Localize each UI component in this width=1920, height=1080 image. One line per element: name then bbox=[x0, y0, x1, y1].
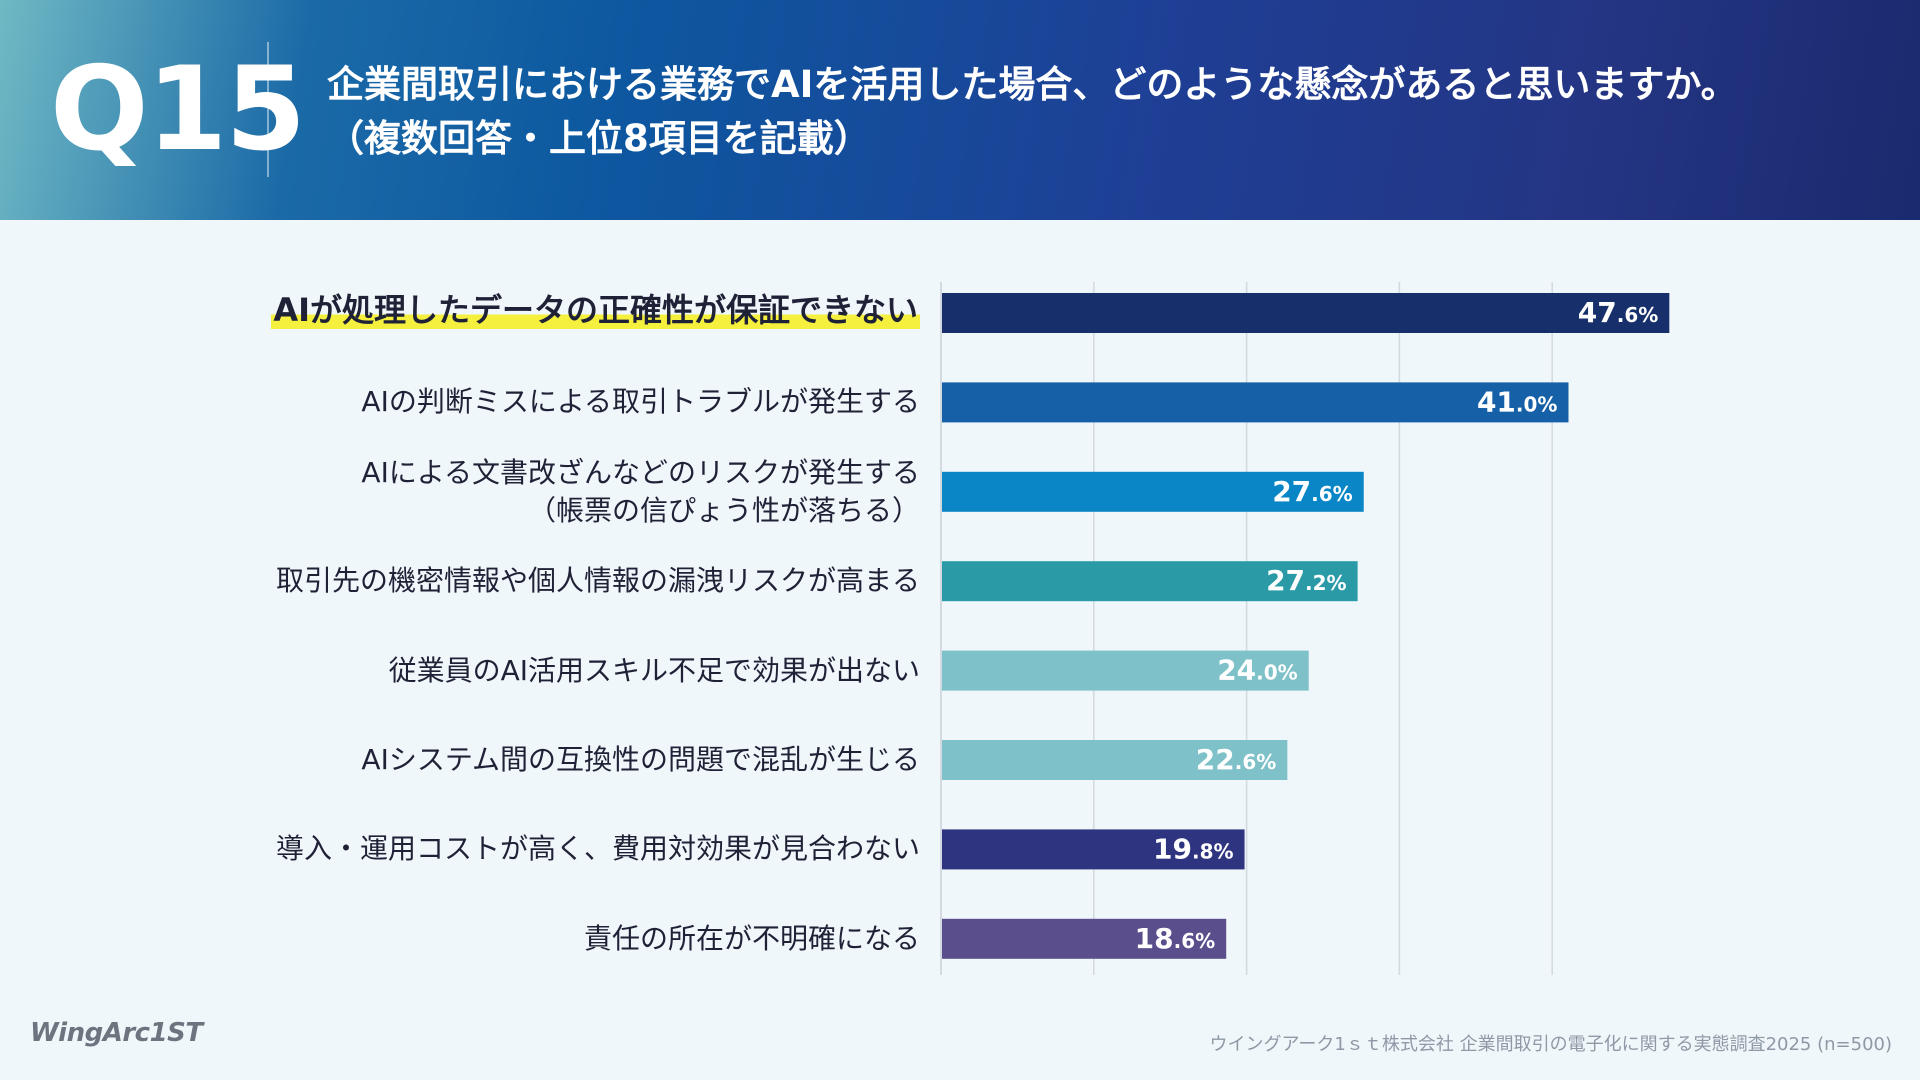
category-label-line: AIの判断ミスによる取引トラブルが発生する bbox=[361, 385, 920, 419]
bar-value-label: 27.2% bbox=[1266, 564, 1347, 597]
category-label: 取引先の機密情報や個人情報の漏洩リスクが高まる bbox=[276, 562, 920, 600]
bar-value-label: 27.6% bbox=[1272, 475, 1353, 508]
question-title: 企業間取引における業務でAIを活用した場合、どのような懸念があると思いますか。 … bbox=[327, 58, 1887, 166]
bar-value-label: 41.0% bbox=[1477, 385, 1558, 418]
bar-value-label: 22.6% bbox=[1196, 743, 1277, 776]
category-label: 従業員のAI活用スキル不足で効果が出ない bbox=[389, 652, 920, 690]
category-label: AIの判断ミスによる取引トラブルが発生する bbox=[361, 383, 920, 421]
category-label-line: 責任の所在が不明確になる bbox=[583, 921, 920, 955]
bar-8 bbox=[942, 918, 1227, 959]
category-label-line: 取引先の機密情報や個人情報の漏洩リスクが高まる bbox=[275, 564, 920, 598]
bar-5 bbox=[942, 650, 1309, 691]
category-label: 導入・運用コストが高く、費用対効果が見合わない bbox=[276, 830, 920, 868]
category-label-line: AIが処理したデータの正確性が保証できない bbox=[271, 291, 920, 329]
category-label-line: AIシステム間の互換性の問題で混乱が生じる bbox=[361, 743, 920, 776]
bar-6 bbox=[942, 740, 1288, 780]
question-number: Q15 bbox=[50, 42, 306, 177]
bar-4 bbox=[942, 561, 1358, 602]
header-banner: Q15 企業間取引における業務でAIを活用した場合、どのような懸念があると思いま… bbox=[0, 0, 1920, 220]
category-label: AIシステム間の互換性の問題で混乱が生じる bbox=[361, 741, 920, 779]
bar-value-label: 18.6% bbox=[1135, 922, 1216, 955]
bar-value-label: 47.6% bbox=[1578, 296, 1659, 329]
bar-value-label: 19.8% bbox=[1153, 832, 1234, 865]
wingarc-logo: WingArc1ST bbox=[30, 1018, 203, 1048]
header-divider bbox=[267, 42, 269, 177]
category-label-line: AIによる文書改ざんなどのリスクが発生する bbox=[361, 455, 920, 489]
category-label: 責任の所在が不明確になる bbox=[584, 920, 920, 958]
title-line-2: （複数回答・上位8項目を記載） bbox=[327, 117, 871, 160]
category-label: AIによる文書改ざんなどのリスクが発生する （帳票の信ぴょう性が落ちる） bbox=[361, 454, 920, 530]
bar-2 bbox=[942, 382, 1569, 423]
bar-3 bbox=[942, 471, 1364, 512]
bar-7 bbox=[942, 829, 1245, 870]
category-label-line: 従業員のAI活用スキル不足で効果が出ない bbox=[388, 653, 920, 687]
category-label-line: 導入・運用コストが高く、費用対効果が見合わない bbox=[275, 832, 920, 866]
category-label: AIが処理したデータの正確性が保証できない bbox=[271, 291, 920, 329]
bar-1 bbox=[942, 293, 1670, 333]
title-line-1: 企業間取引における業務でAIを活用した場合、どのような懸念があると思いますか。 bbox=[327, 63, 1738, 106]
source-note: ウイングアーク1ｓｔ株式会社 企業間取引の電子化に関する実態調査2025 (n=… bbox=[1209, 1034, 1892, 1055]
bar-value-label: 24.0% bbox=[1217, 654, 1298, 687]
category-label-line: （帳票の信ぴょう性が落ちる） bbox=[527, 493, 920, 527]
